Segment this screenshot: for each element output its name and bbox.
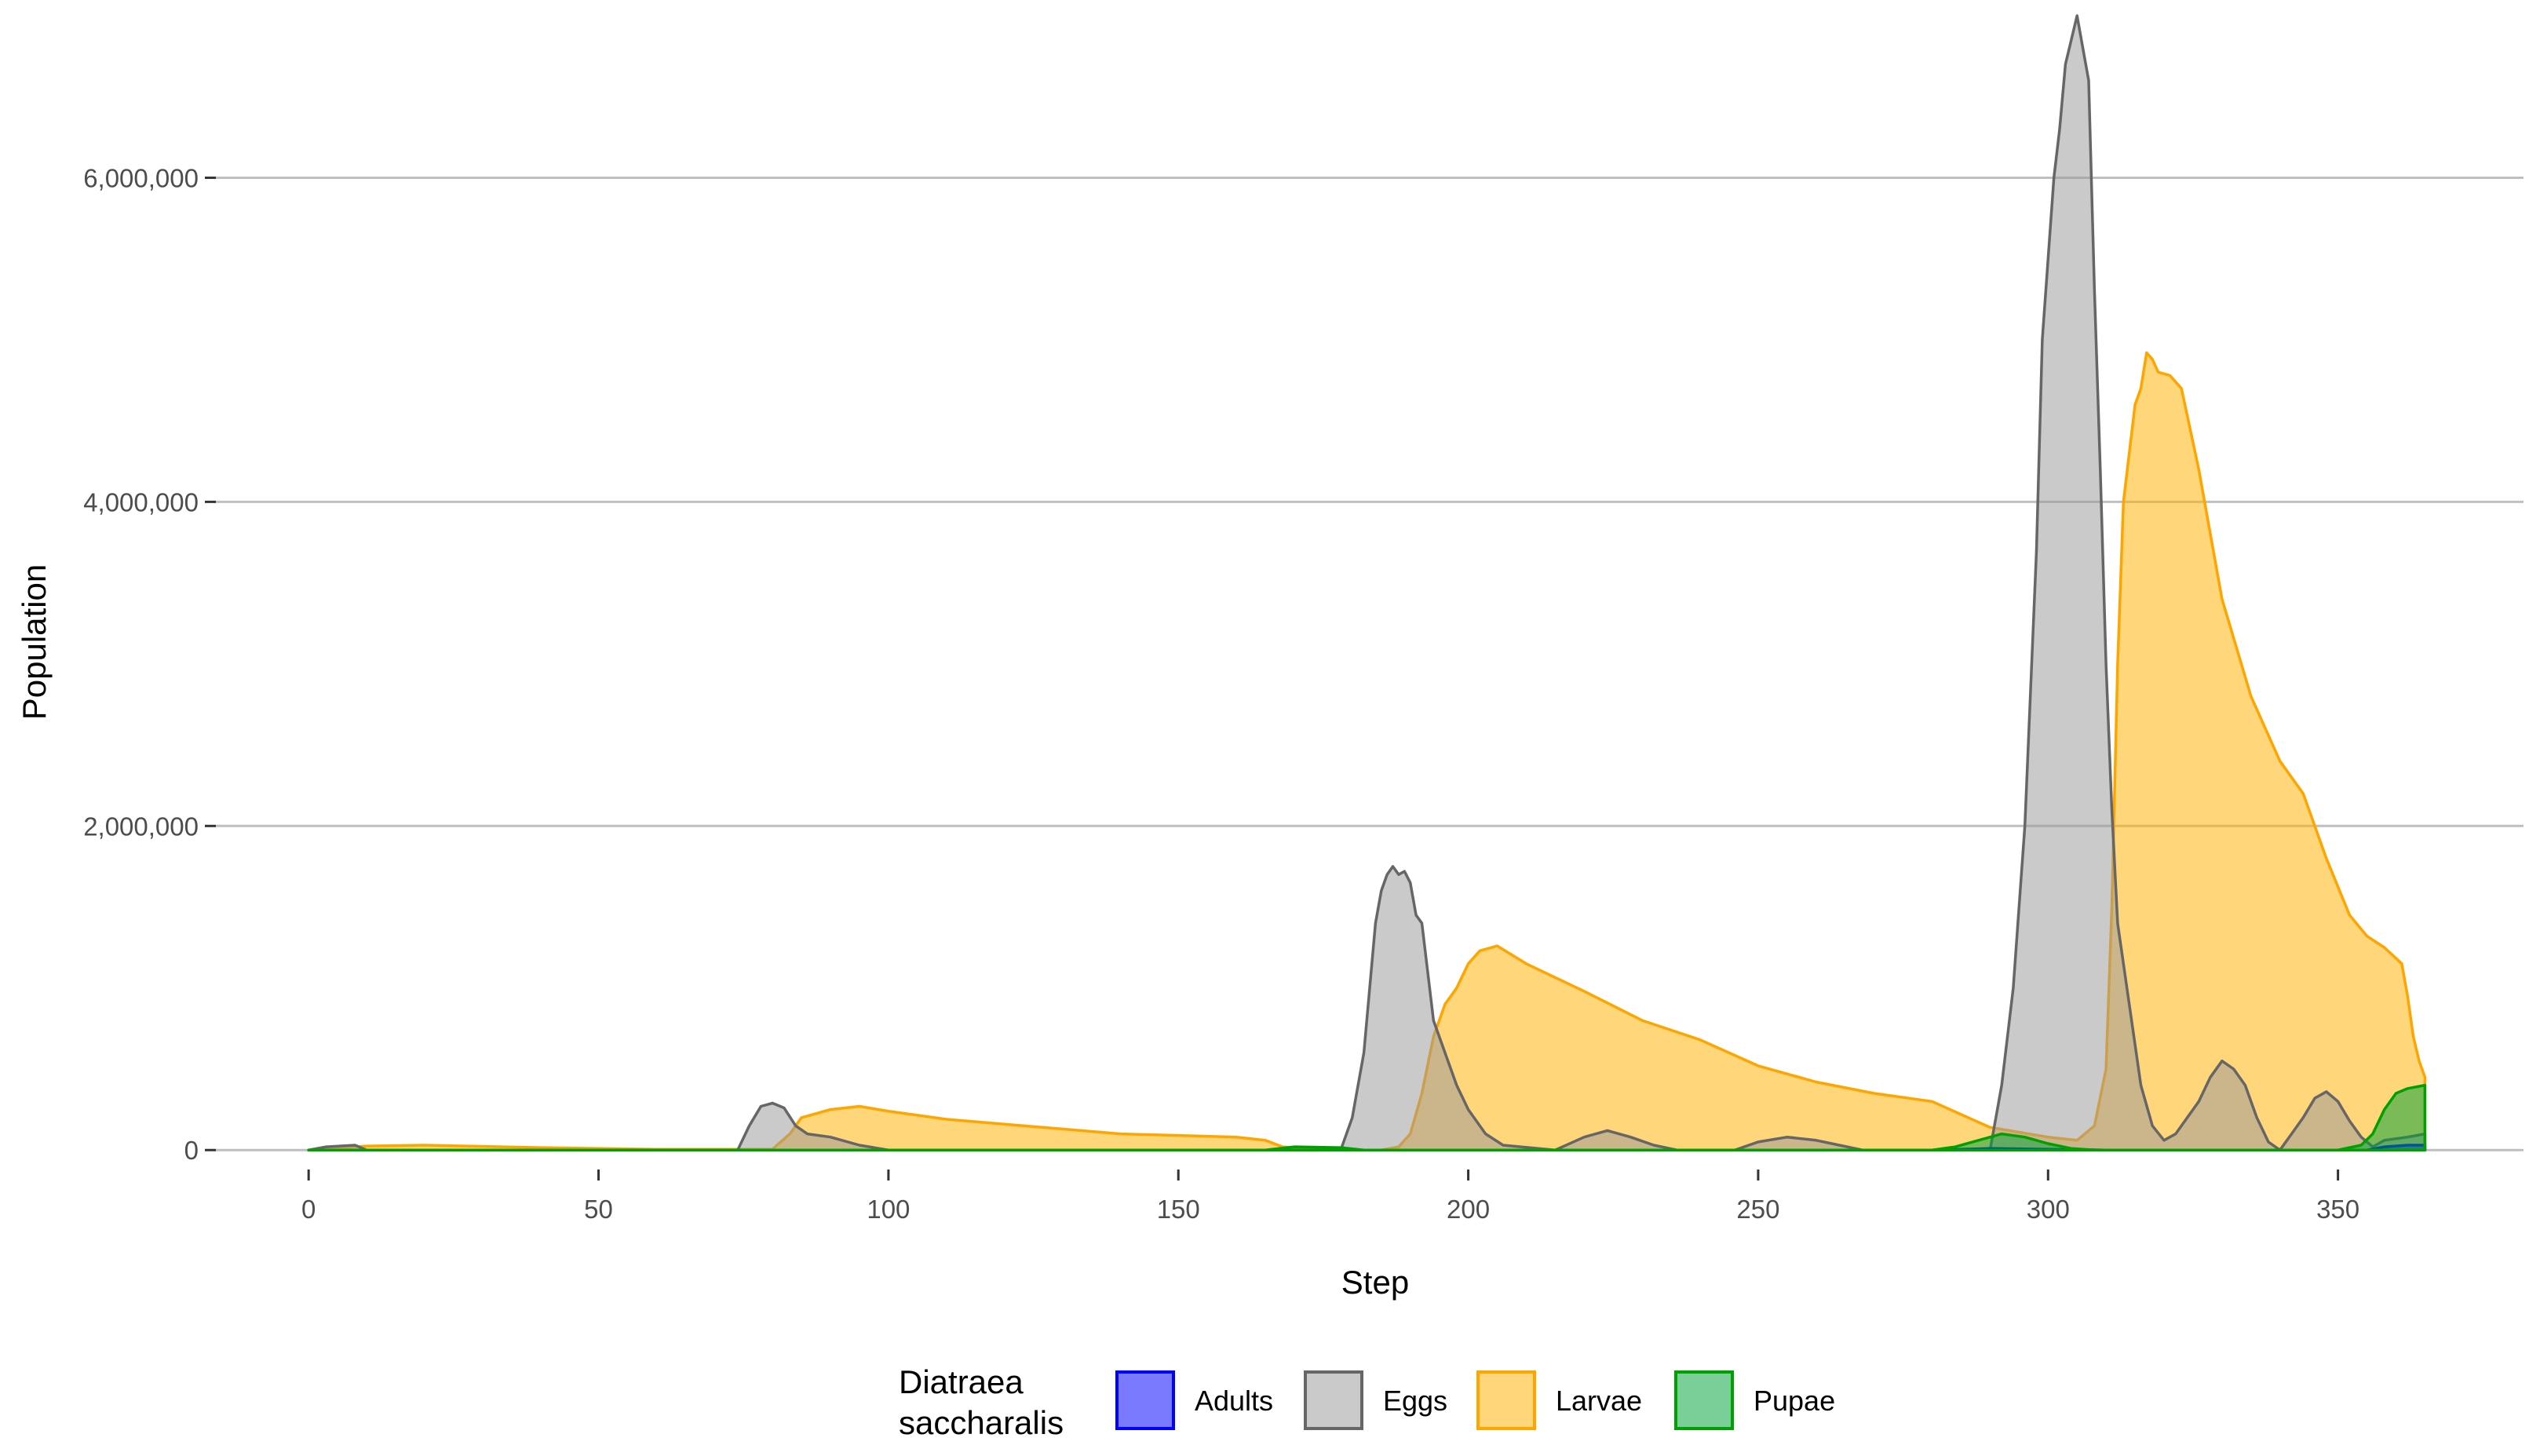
legend: Diatraea saccharalis Adults Eggs Larvae Pup… (899, 1363, 1835, 1441)
y-tick-label: 0 (184, 1136, 199, 1165)
x-tick-label: 300 (2027, 1195, 2070, 1224)
legend-items: Adults Eggs Larvae Pupae (1115, 1370, 1835, 1430)
axis-ticks: 0 2,000,000 4,000,000 6,000,000 0 50 100 150 200… (83, 163, 2359, 1224)
y-tick-label: 4,000,000 (83, 487, 199, 516)
legend-swatch-eggs (1304, 1370, 1363, 1430)
legend-title-line-1: Diatraea (899, 1363, 1024, 1400)
legend-label-larvae: Larvae (1556, 1385, 1642, 1417)
x-tick-label: 100 (867, 1195, 910, 1224)
area-larvae (307, 351, 2427, 1151)
x-axis-title: Step (1341, 1264, 1409, 1301)
legend-label-adults: Adults (1195, 1385, 1273, 1417)
legend-title: Diatraea saccharalis (899, 1363, 1064, 1441)
y-axis-title: Population (16, 564, 53, 721)
x-tick-label: 200 (1447, 1195, 1490, 1224)
area-eggs (307, 14, 2427, 1151)
legend-swatch-pupae (1674, 1370, 1734, 1430)
legend-swatch-adults (1115, 1370, 1175, 1430)
legend-swatch-larvae (1476, 1370, 1536, 1430)
area-pupae (307, 1083, 2427, 1151)
x-tick-label: 50 (584, 1195, 613, 1224)
legend-label-eggs: Eggs (1383, 1385, 1447, 1417)
legend-label-pupae: Pupae (1754, 1385, 1835, 1417)
x-tick-label: 150 (1157, 1195, 1200, 1224)
legend-title-line-2: saccharalis (899, 1404, 1064, 1441)
y-tick-label: 6,000,000 (83, 163, 199, 192)
x-tick-label: 350 (2316, 1195, 2359, 1224)
y-tick-label: 2,000,000 (83, 812, 199, 841)
x-tick-label: 0 (301, 1195, 316, 1224)
x-tick-label: 250 (1736, 1195, 1779, 1224)
series-areas (307, 14, 2427, 1151)
